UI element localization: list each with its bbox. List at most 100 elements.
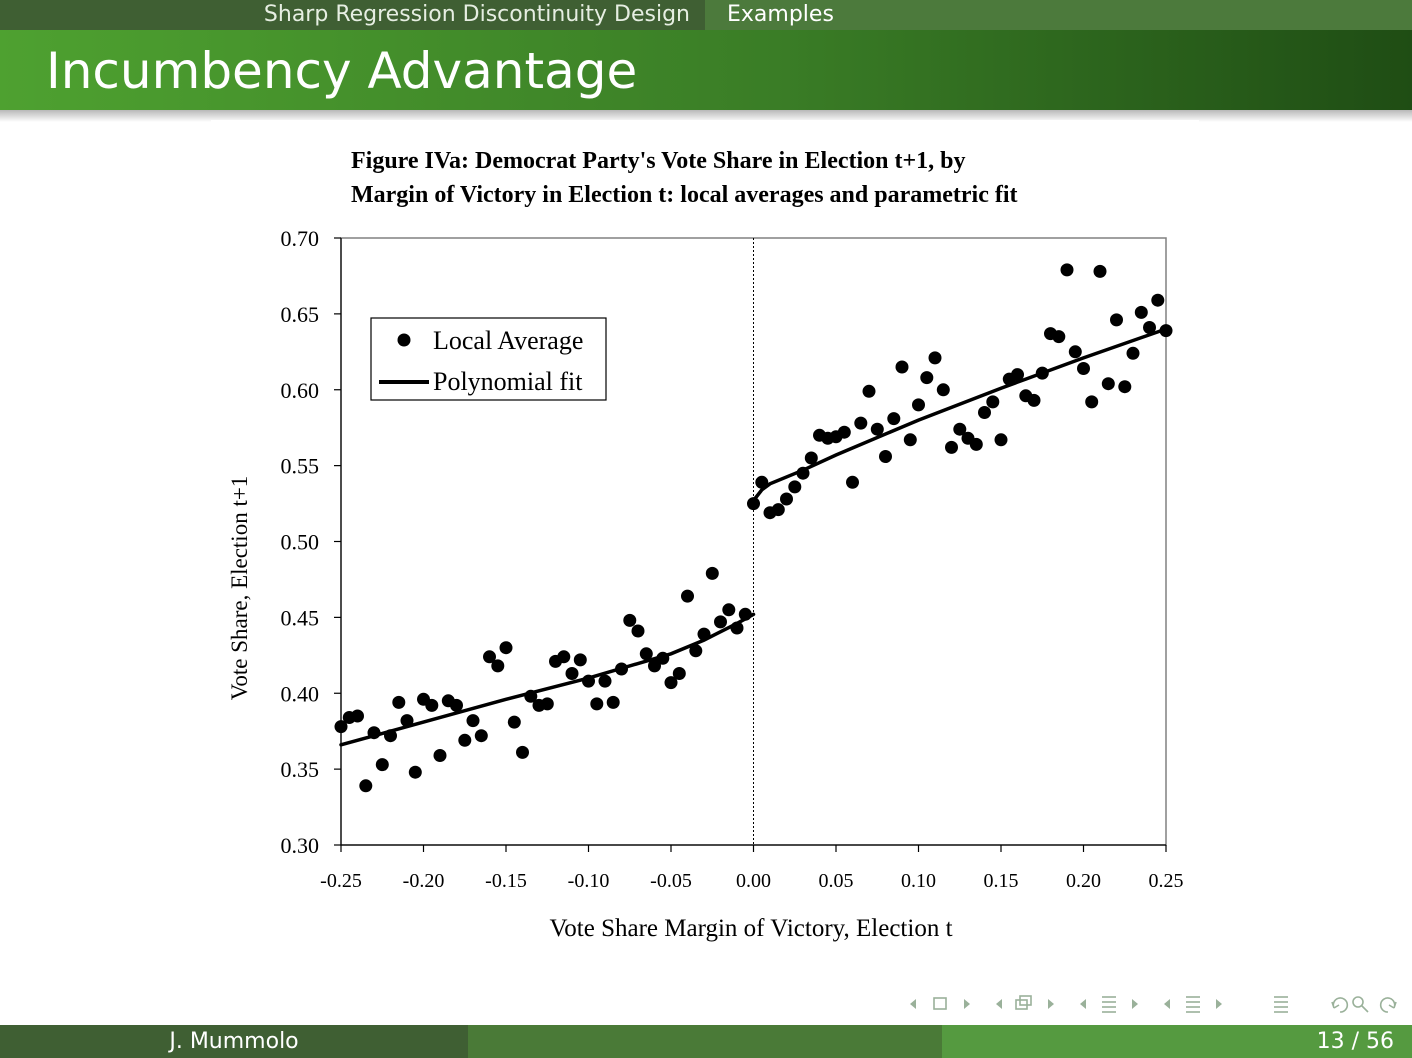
footer-author: J. Mummolo	[169, 1029, 299, 1054]
data-point-2	[351, 709, 364, 723]
data-point-62	[846, 475, 859, 489]
data-point-84	[1027, 393, 1041, 407]
footer-bar: J. Mummolo 13 / 56	[0, 1025, 1412, 1058]
data-point-38	[648, 659, 661, 673]
nav-subsection-link[interactable]: Examples	[727, 2, 834, 27]
nav-frame-icon[interactable]	[910, 997, 970, 1010]
data-point-87	[1052, 330, 1066, 344]
legend-entry-polynomial-fit: Polynomial fit	[433, 367, 583, 396]
data-point-66	[879, 450, 892, 463]
x-tick-label-5: 0.00	[736, 870, 771, 892]
x-tick-label-10: 0.25	[1149, 870, 1184, 892]
data-point-82	[1011, 368, 1024, 382]
top-navigation-bar: Sharp Regression Discontinuity Design Ex…	[0, 0, 1412, 30]
nav-appendix-icon[interactable]	[1274, 996, 1288, 1013]
data-point-70	[912, 398, 925, 412]
slide-title-bar: Incumbency Advantage	[0, 30, 1412, 110]
data-point-46	[714, 615, 727, 629]
nav-subsection-icon[interactable]	[996, 995, 1054, 1010]
legend: Local Average Polynomial fit	[370, 317, 607, 401]
data-point-34	[615, 662, 628, 676]
data-point-9	[408, 765, 422, 779]
x-tick-label-2: -0.15	[485, 870, 527, 892]
data-point-79	[986, 395, 1000, 409]
data-point-92	[1093, 264, 1107, 278]
data-point-47	[722, 603, 736, 617]
x-tick-label-9: 0.20	[1066, 870, 1101, 892]
data-point-56	[796, 466, 810, 480]
data-point-68	[895, 360, 909, 374]
nav-section-area	[0, 0, 705, 30]
data-point-4	[367, 726, 381, 740]
legend-box	[370, 317, 607, 401]
data-point-89	[1068, 345, 1082, 359]
chart-title: Figure IVa: Democrat Party's Vote Share …	[351, 148, 1018, 208]
data-point-37	[639, 647, 653, 661]
x-tick-label-6: 0.05	[819, 870, 854, 892]
data-point-75	[953, 422, 967, 436]
data-point-91	[1085, 395, 1099, 409]
data-point-36	[631, 624, 645, 638]
data-point-51	[755, 475, 769, 489]
y-axis-label: Vote Share, Election t+1	[227, 476, 252, 701]
data-point-93	[1101, 377, 1115, 391]
data-point-63	[854, 416, 868, 430]
data-point-25	[540, 697, 554, 711]
x-tick-label-3: -0.10	[568, 870, 610, 892]
data-point-18	[483, 650, 496, 664]
nav-section-link[interactable]: Sharp Regression Discontinuity Design	[263, 2, 690, 27]
data-point-88	[1060, 263, 1074, 277]
data-point-5	[375, 758, 389, 772]
data-point-53	[771, 503, 785, 517]
data-point-49	[738, 607, 752, 621]
data-point-69	[903, 433, 917, 447]
x-tick-label-7: 0.10	[901, 870, 936, 892]
data-point-7	[392, 695, 406, 709]
fit-segment-1	[751, 327, 1168, 503]
data-point-48	[730, 621, 744, 635]
footer-page-number: 13 / 56	[1316, 1029, 1394, 1054]
data-point-31	[590, 697, 604, 711]
scatter-chart: Figure IVa: Democrat Party's Vote Share …	[227, 148, 1184, 942]
data-point-99	[1151, 293, 1165, 307]
y-tick-label-7: 0.65	[281, 302, 320, 327]
title-shadow	[0, 110, 1412, 122]
data-point-22	[516, 745, 529, 759]
data-point-30	[582, 674, 595, 688]
beamer-navigation-symbols	[910, 995, 1397, 1013]
y-tick-label-0: 0.30	[281, 833, 320, 858]
data-point-77	[969, 437, 983, 451]
data-point-35	[623, 613, 637, 627]
y-tick-label-3: 0.45	[281, 605, 320, 630]
nav-section-icon[interactable]	[1080, 996, 1138, 1013]
data-point-8	[400, 714, 414, 728]
data-point-54	[780, 492, 793, 506]
data-point-72	[928, 351, 942, 365]
data-point-12	[433, 749, 447, 762]
nav-presentation-icon[interactable]	[1164, 996, 1222, 1013]
data-point-57	[804, 451, 818, 465]
data-point-74	[945, 440, 958, 454]
data-point-0	[334, 720, 348, 734]
nav-back-icon[interactable]	[1331, 997, 1349, 1013]
data-point-78	[978, 406, 991, 419]
data-point-40	[664, 676, 678, 690]
x-tick-label-0: -0.25	[320, 870, 362, 892]
data-point-29	[573, 653, 587, 667]
data-point-28	[565, 667, 579, 680]
y-tick-label-4: 0.50	[281, 530, 320, 555]
data-point-14	[450, 698, 463, 712]
data-point-16	[466, 714, 480, 728]
footer-middle-area	[468, 1025, 942, 1058]
y-tick-label-1: 0.35	[281, 757, 320, 782]
chart-title-line-1: Figure IVa: Democrat Party's Vote Share …	[351, 148, 966, 174]
nav-search-icon[interactable]	[1352, 996, 1369, 1013]
data-point-73	[936, 383, 950, 397]
y-tick-label-5: 0.55	[281, 454, 320, 479]
legend-marker-point	[397, 333, 411, 347]
data-point-21	[507, 715, 521, 729]
data-point-85	[1035, 366, 1049, 380]
nav-forward-icon[interactable]	[1379, 997, 1397, 1013]
data-point-98	[1143, 321, 1156, 334]
axes: -0.25 -0.20 -0.15 -0.10 -0.05 0.00 0.05 0.10 0.1…	[281, 226, 1184, 892]
